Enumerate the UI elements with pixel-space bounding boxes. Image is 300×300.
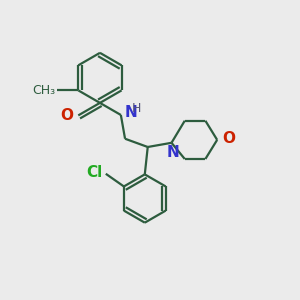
Text: Cl: Cl [86, 165, 102, 180]
Text: N: N [167, 145, 179, 160]
Text: H: H [132, 102, 141, 115]
Text: CH₃: CH₃ [32, 84, 55, 97]
Text: O: O [60, 109, 73, 124]
Text: O: O [223, 130, 236, 146]
Text: N: N [125, 105, 137, 120]
